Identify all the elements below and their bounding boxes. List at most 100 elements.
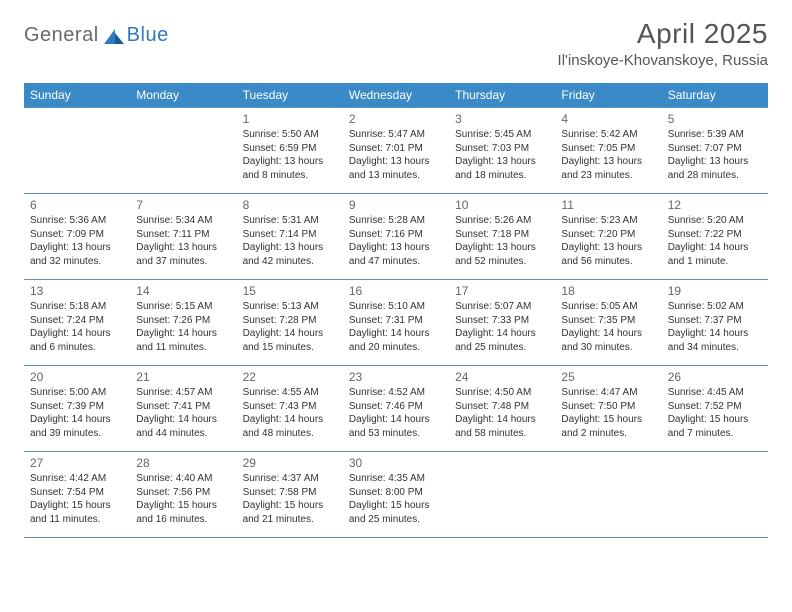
calendar-day: 9Sunrise: 5:28 AMSunset: 7:16 PMDaylight… xyxy=(343,194,449,280)
day-info-line: and 37 minutes. xyxy=(136,255,230,269)
day-info-line: Sunset: 7:05 PM xyxy=(561,142,655,156)
day-number: 12 xyxy=(668,197,762,213)
day-info-line: Daylight: 14 hours xyxy=(243,413,337,427)
day-info-line: and 11 minutes. xyxy=(136,341,230,355)
calendar-day: 4Sunrise: 5:42 AMSunset: 7:05 PMDaylight… xyxy=(555,108,661,194)
day-info-line: Sunrise: 4:50 AM xyxy=(455,386,549,400)
day-info-line: Sunset: 7:26 PM xyxy=(136,314,230,328)
day-info-line: Sunrise: 5:13 AM xyxy=(243,300,337,314)
day-info-line: Sunset: 7:37 PM xyxy=(668,314,762,328)
day-info-line: Daylight: 15 hours xyxy=(349,499,443,513)
day-info-line: Daylight: 14 hours xyxy=(668,327,762,341)
day-info-line: Sunset: 7:22 PM xyxy=(668,228,762,242)
day-info-line: Sunset: 7:50 PM xyxy=(561,400,655,414)
logo-text-general: General xyxy=(24,24,99,47)
day-info-line: Daylight: 14 hours xyxy=(30,413,124,427)
day-header: Monday xyxy=(130,83,236,108)
day-info-line: and 25 minutes. xyxy=(455,341,549,355)
day-info-line: and 30 minutes. xyxy=(561,341,655,355)
day-number: 17 xyxy=(455,283,549,299)
day-info-line: Sunrise: 5:05 AM xyxy=(561,300,655,314)
calendar-day: 30Sunrise: 4:35 AMSunset: 8:00 PMDayligh… xyxy=(343,452,449,538)
day-info-line: Daylight: 15 hours xyxy=(136,499,230,513)
day-header: Thursday xyxy=(449,83,555,108)
calendar-day: 22Sunrise: 4:55 AMSunset: 7:43 PMDayligh… xyxy=(237,366,343,452)
day-info-line: Daylight: 14 hours xyxy=(455,413,549,427)
calendar-day: 24Sunrise: 4:50 AMSunset: 7:48 PMDayligh… xyxy=(449,366,555,452)
day-info-line: Sunset: 7:43 PM xyxy=(243,400,337,414)
day-number: 11 xyxy=(561,197,655,213)
calendar-day: 16Sunrise: 5:10 AMSunset: 7:31 PMDayligh… xyxy=(343,280,449,366)
day-info-line: Sunrise: 4:42 AM xyxy=(30,472,124,486)
calendar-day: 1Sunrise: 5:50 AMSunset: 6:59 PMDaylight… xyxy=(237,108,343,194)
day-info-line: Sunrise: 5:31 AM xyxy=(243,214,337,228)
calendar-day-empty xyxy=(662,452,768,538)
day-info-line: Sunset: 8:00 PM xyxy=(349,486,443,500)
day-number: 9 xyxy=(349,197,443,213)
day-info-line: and 39 minutes. xyxy=(30,427,124,441)
day-info-line: Sunrise: 4:57 AM xyxy=(136,386,230,400)
month-title: April 2025 xyxy=(558,18,768,50)
calendar-day: 21Sunrise: 4:57 AMSunset: 7:41 PMDayligh… xyxy=(130,366,236,452)
day-info-line: and 16 minutes. xyxy=(136,513,230,527)
day-info-line: and 34 minutes. xyxy=(668,341,762,355)
logo-triangle-icon xyxy=(103,27,125,45)
day-info-line: Sunrise: 5:10 AM xyxy=(349,300,443,314)
day-info-line: Daylight: 13 hours xyxy=(455,155,549,169)
page-header: General Blue April 2025 Il'inskoye-Khova… xyxy=(24,18,768,69)
day-info-line: Daylight: 13 hours xyxy=(243,241,337,255)
day-info-line: and 2 minutes. xyxy=(561,427,655,441)
calendar-day: 2Sunrise: 5:47 AMSunset: 7:01 PMDaylight… xyxy=(343,108,449,194)
day-number: 18 xyxy=(561,283,655,299)
day-info-line: Sunrise: 5:15 AM xyxy=(136,300,230,314)
day-info-line: Sunrise: 5:36 AM xyxy=(30,214,124,228)
day-info-line: Daylight: 13 hours xyxy=(668,155,762,169)
day-info-line: Sunrise: 5:28 AM xyxy=(349,214,443,228)
day-info-line: and 11 minutes. xyxy=(30,513,124,527)
day-number: 14 xyxy=(136,283,230,299)
logo: General Blue xyxy=(24,24,169,47)
day-info-line: and 15 minutes. xyxy=(243,341,337,355)
calendar-day: 15Sunrise: 5:13 AMSunset: 7:28 PMDayligh… xyxy=(237,280,343,366)
calendar-day-empty xyxy=(555,452,661,538)
day-info-line: and 52 minutes. xyxy=(455,255,549,269)
day-info-line: Sunset: 7:52 PM xyxy=(668,400,762,414)
day-info-line: Daylight: 13 hours xyxy=(561,155,655,169)
calendar-day: 29Sunrise: 4:37 AMSunset: 7:58 PMDayligh… xyxy=(237,452,343,538)
day-info-line: and 23 minutes. xyxy=(561,169,655,183)
day-info-line: Daylight: 14 hours xyxy=(668,241,762,255)
day-info-line: Sunrise: 4:52 AM xyxy=(349,386,443,400)
calendar-week: 13Sunrise: 5:18 AMSunset: 7:24 PMDayligh… xyxy=(24,280,768,366)
day-info-line: Daylight: 13 hours xyxy=(30,241,124,255)
day-info-line: Sunset: 7:09 PM xyxy=(30,228,124,242)
day-info-line: Sunset: 7:54 PM xyxy=(30,486,124,500)
day-info-line: Sunset: 7:46 PM xyxy=(349,400,443,414)
day-number: 5 xyxy=(668,111,762,127)
calendar-day: 10Sunrise: 5:26 AMSunset: 7:18 PMDayligh… xyxy=(449,194,555,280)
calendar-day-empty xyxy=(449,452,555,538)
day-info-line: Daylight: 14 hours xyxy=(349,327,443,341)
calendar-day: 27Sunrise: 4:42 AMSunset: 7:54 PMDayligh… xyxy=(24,452,130,538)
day-info-line: Daylight: 13 hours xyxy=(243,155,337,169)
day-info-line: Sunrise: 4:40 AM xyxy=(136,472,230,486)
day-info-line: Daylight: 14 hours xyxy=(136,413,230,427)
day-info-line: and 25 minutes. xyxy=(349,513,443,527)
day-info-line: and 18 minutes. xyxy=(455,169,549,183)
day-info-line: Sunset: 7:48 PM xyxy=(455,400,549,414)
calendar-day-empty xyxy=(24,108,130,194)
day-number: 16 xyxy=(349,283,443,299)
day-number: 21 xyxy=(136,369,230,385)
calendar-day: 7Sunrise: 5:34 AMSunset: 7:11 PMDaylight… xyxy=(130,194,236,280)
day-number: 28 xyxy=(136,455,230,471)
day-info-line: Sunrise: 4:37 AM xyxy=(243,472,337,486)
calendar-day: 13Sunrise: 5:18 AMSunset: 7:24 PMDayligh… xyxy=(24,280,130,366)
day-info-line: Daylight: 13 hours xyxy=(561,241,655,255)
day-info-line: and 47 minutes. xyxy=(349,255,443,269)
day-info-line: Sunrise: 5:50 AM xyxy=(243,128,337,142)
day-info-line: Sunrise: 4:47 AM xyxy=(561,386,655,400)
day-number: 27 xyxy=(30,455,124,471)
calendar-day: 26Sunrise: 4:45 AMSunset: 7:52 PMDayligh… xyxy=(662,366,768,452)
calendar-day: 23Sunrise: 4:52 AMSunset: 7:46 PMDayligh… xyxy=(343,366,449,452)
day-info-line: Daylight: 15 hours xyxy=(668,413,762,427)
day-number: 20 xyxy=(30,369,124,385)
